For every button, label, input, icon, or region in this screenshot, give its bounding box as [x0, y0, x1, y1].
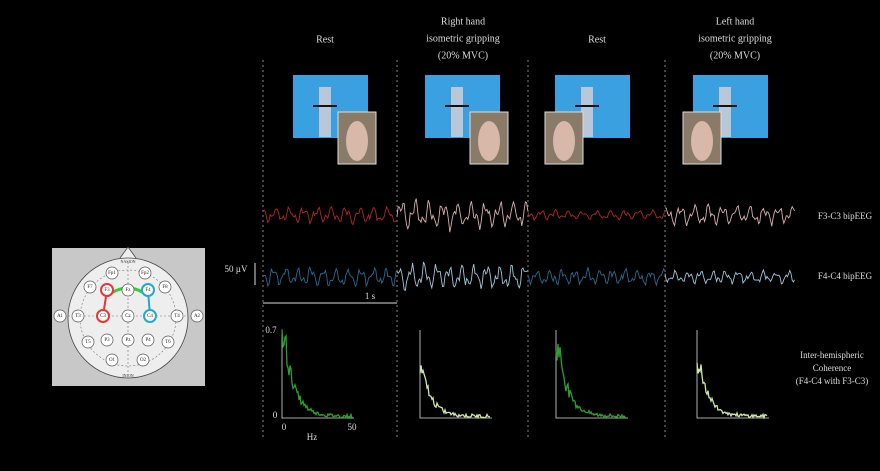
- time-label: 1 s: [365, 291, 376, 301]
- force-marker: [713, 105, 737, 107]
- electrode-label: F7: [87, 285, 93, 290]
- coherence-label: Inter-hemispheric: [800, 350, 864, 360]
- electrode-label: Cz: [125, 314, 131, 319]
- electrode-label: C3: [100, 314, 106, 319]
- column-title: isometric gripping: [698, 33, 772, 44]
- trace-label: F3-C3 bipEEG: [818, 211, 873, 221]
- coherence-label: (F4-C4 with F3-C3): [796, 376, 869, 386]
- electrode-label: F8: [162, 285, 168, 290]
- trace-label: F4-C4 bipEEG: [818, 271, 873, 281]
- column-title: (20% MVC): [438, 50, 488, 61]
- nasion-label: NASION: [120, 259, 135, 264]
- coherence-x-unit: Hz: [307, 432, 318, 442]
- electrode-label: T4: [174, 314, 180, 319]
- electrode-label: O1: [109, 358, 116, 363]
- coherence-y-min: 0: [273, 410, 278, 420]
- hand: [691, 121, 713, 161]
- electrode-label: F3: [104, 288, 110, 293]
- force-marker: [575, 105, 599, 107]
- electrode-label: F4: [145, 288, 151, 293]
- inion-label: INION: [122, 373, 133, 378]
- electrode-label: A2: [194, 314, 201, 319]
- coherence-label: Coherence: [813, 363, 851, 373]
- electrode-label: T3: [75, 314, 81, 319]
- column-title: Right hand: [441, 16, 485, 27]
- column-title: Rest: [588, 34, 606, 45]
- column-title: (20% MVC): [710, 50, 760, 61]
- electrode-label: Fp1: [108, 271, 116, 276]
- figure: NASION INION Fp1 Fp2 F7 F3 Fz F4 F8 A1 T3 C3 Cz C4 T4 A…: [0, 0, 880, 466]
- force-marker: [445, 105, 469, 107]
- hand: [346, 121, 368, 161]
- electrode-label: Fz: [126, 288, 132, 293]
- background: [0, 0, 880, 466]
- force-marker: [313, 105, 337, 107]
- column-title: isometric gripping: [426, 33, 500, 44]
- electrode-label: Fp2: [141, 271, 149, 276]
- coherence-y-max: 0.7: [265, 325, 277, 335]
- column-title: Left hand: [716, 16, 755, 27]
- electrode-label: P4: [145, 338, 151, 343]
- electrode-label: C4: [147, 314, 153, 319]
- electrode-label: P3: [104, 338, 110, 343]
- electrode-label: Pz: [126, 338, 132, 343]
- target-bar: [319, 87, 331, 137]
- target-bar: [451, 87, 463, 137]
- electrode-label: A1: [57, 314, 64, 319]
- electrode-label: O2: [140, 358, 147, 363]
- column-title: Rest: [316, 34, 334, 45]
- hand: [478, 121, 500, 161]
- head-diagram: NASION INION Fp1 Fp2 F7 F3 Fz F4 F8 A1 T3 C3 Cz C4 T4 A…: [52, 247, 205, 386]
- amplitude-label: 50 µV: [225, 264, 248, 274]
- electrode-label: T5: [85, 340, 91, 345]
- coherence-x-max: 50: [348, 422, 358, 432]
- coherence-x-min: 0: [282, 422, 287, 432]
- hand: [553, 121, 575, 161]
- electrode-label: T6: [165, 340, 171, 345]
